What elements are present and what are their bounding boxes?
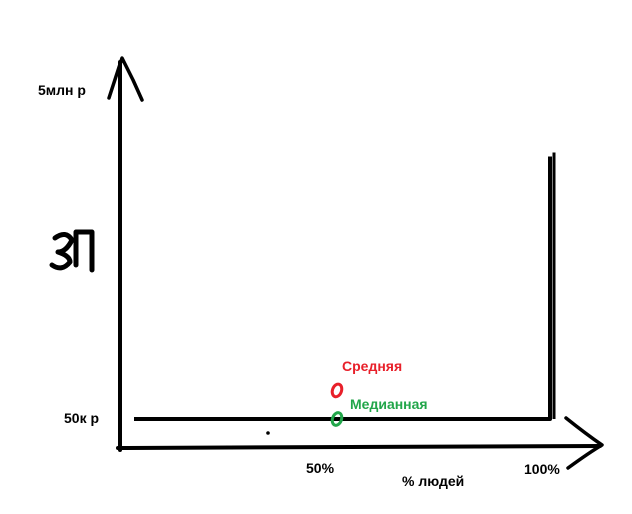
x-tick-label-mid: 50% — [306, 460, 335, 476]
mean-label: Средняя — [342, 358, 403, 374]
y-axis-arrow — [107, 56, 144, 102]
y-tick-label-bottom: 50к р — [64, 410, 100, 426]
stray-dot — [266, 431, 270, 435]
mean-marker — [330, 382, 344, 399]
median-label: Медианная — [350, 396, 428, 412]
salary-distribution-line — [134, 156, 552, 421]
x-tick-label-end: 100% — [524, 461, 560, 477]
y-tick-label-top: 5млн р — [38, 82, 86, 98]
x-axis — [116, 444, 602, 450]
x-axis-arrow — [564, 416, 604, 470]
x-axis-label: % людей — [402, 473, 465, 489]
median-marker — [330, 411, 344, 427]
y-axis-label — [49, 229, 95, 273]
